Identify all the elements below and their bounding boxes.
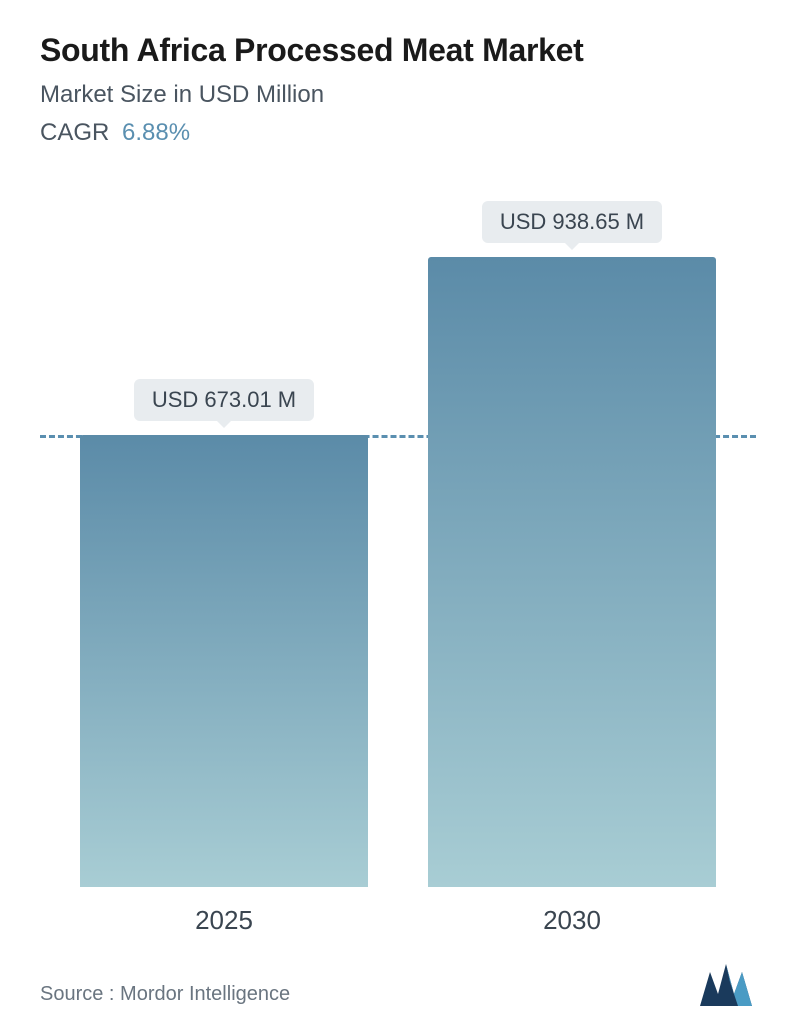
chart-title: South Africa Processed Meat Market [40, 32, 756, 69]
chart-subtitle: Market Size in USD Million [40, 81, 756, 109]
value-badge-2025: USD 673.01 M [134, 379, 314, 421]
x-label-2025: 2025 [80, 905, 368, 936]
cagr-value: 6.88% [122, 119, 190, 146]
x-label-2030: 2030 [428, 905, 716, 936]
chart-area: USD 673.01 M USD 938.65 M [60, 197, 736, 887]
cagr-row: CAGR 6.88% [40, 119, 756, 147]
bar-group-2030: USD 938.65 M [428, 197, 716, 887]
bar-group-2025: USD 673.01 M [80, 197, 368, 887]
mordor-logo-icon [700, 964, 756, 1006]
x-axis-labels: 2025 2030 [60, 905, 736, 936]
cagr-label: CAGR [40, 119, 109, 146]
value-badge-2030: USD 938.65 M [482, 201, 662, 243]
bar-2030 [428, 257, 716, 887]
bars-container: USD 673.01 M USD 938.65 M [60, 197, 736, 887]
footer: Source : Mordor Intelligence [40, 964, 756, 1006]
source-text: Source : Mordor Intelligence [40, 983, 290, 1006]
bar-2025 [80, 435, 368, 887]
